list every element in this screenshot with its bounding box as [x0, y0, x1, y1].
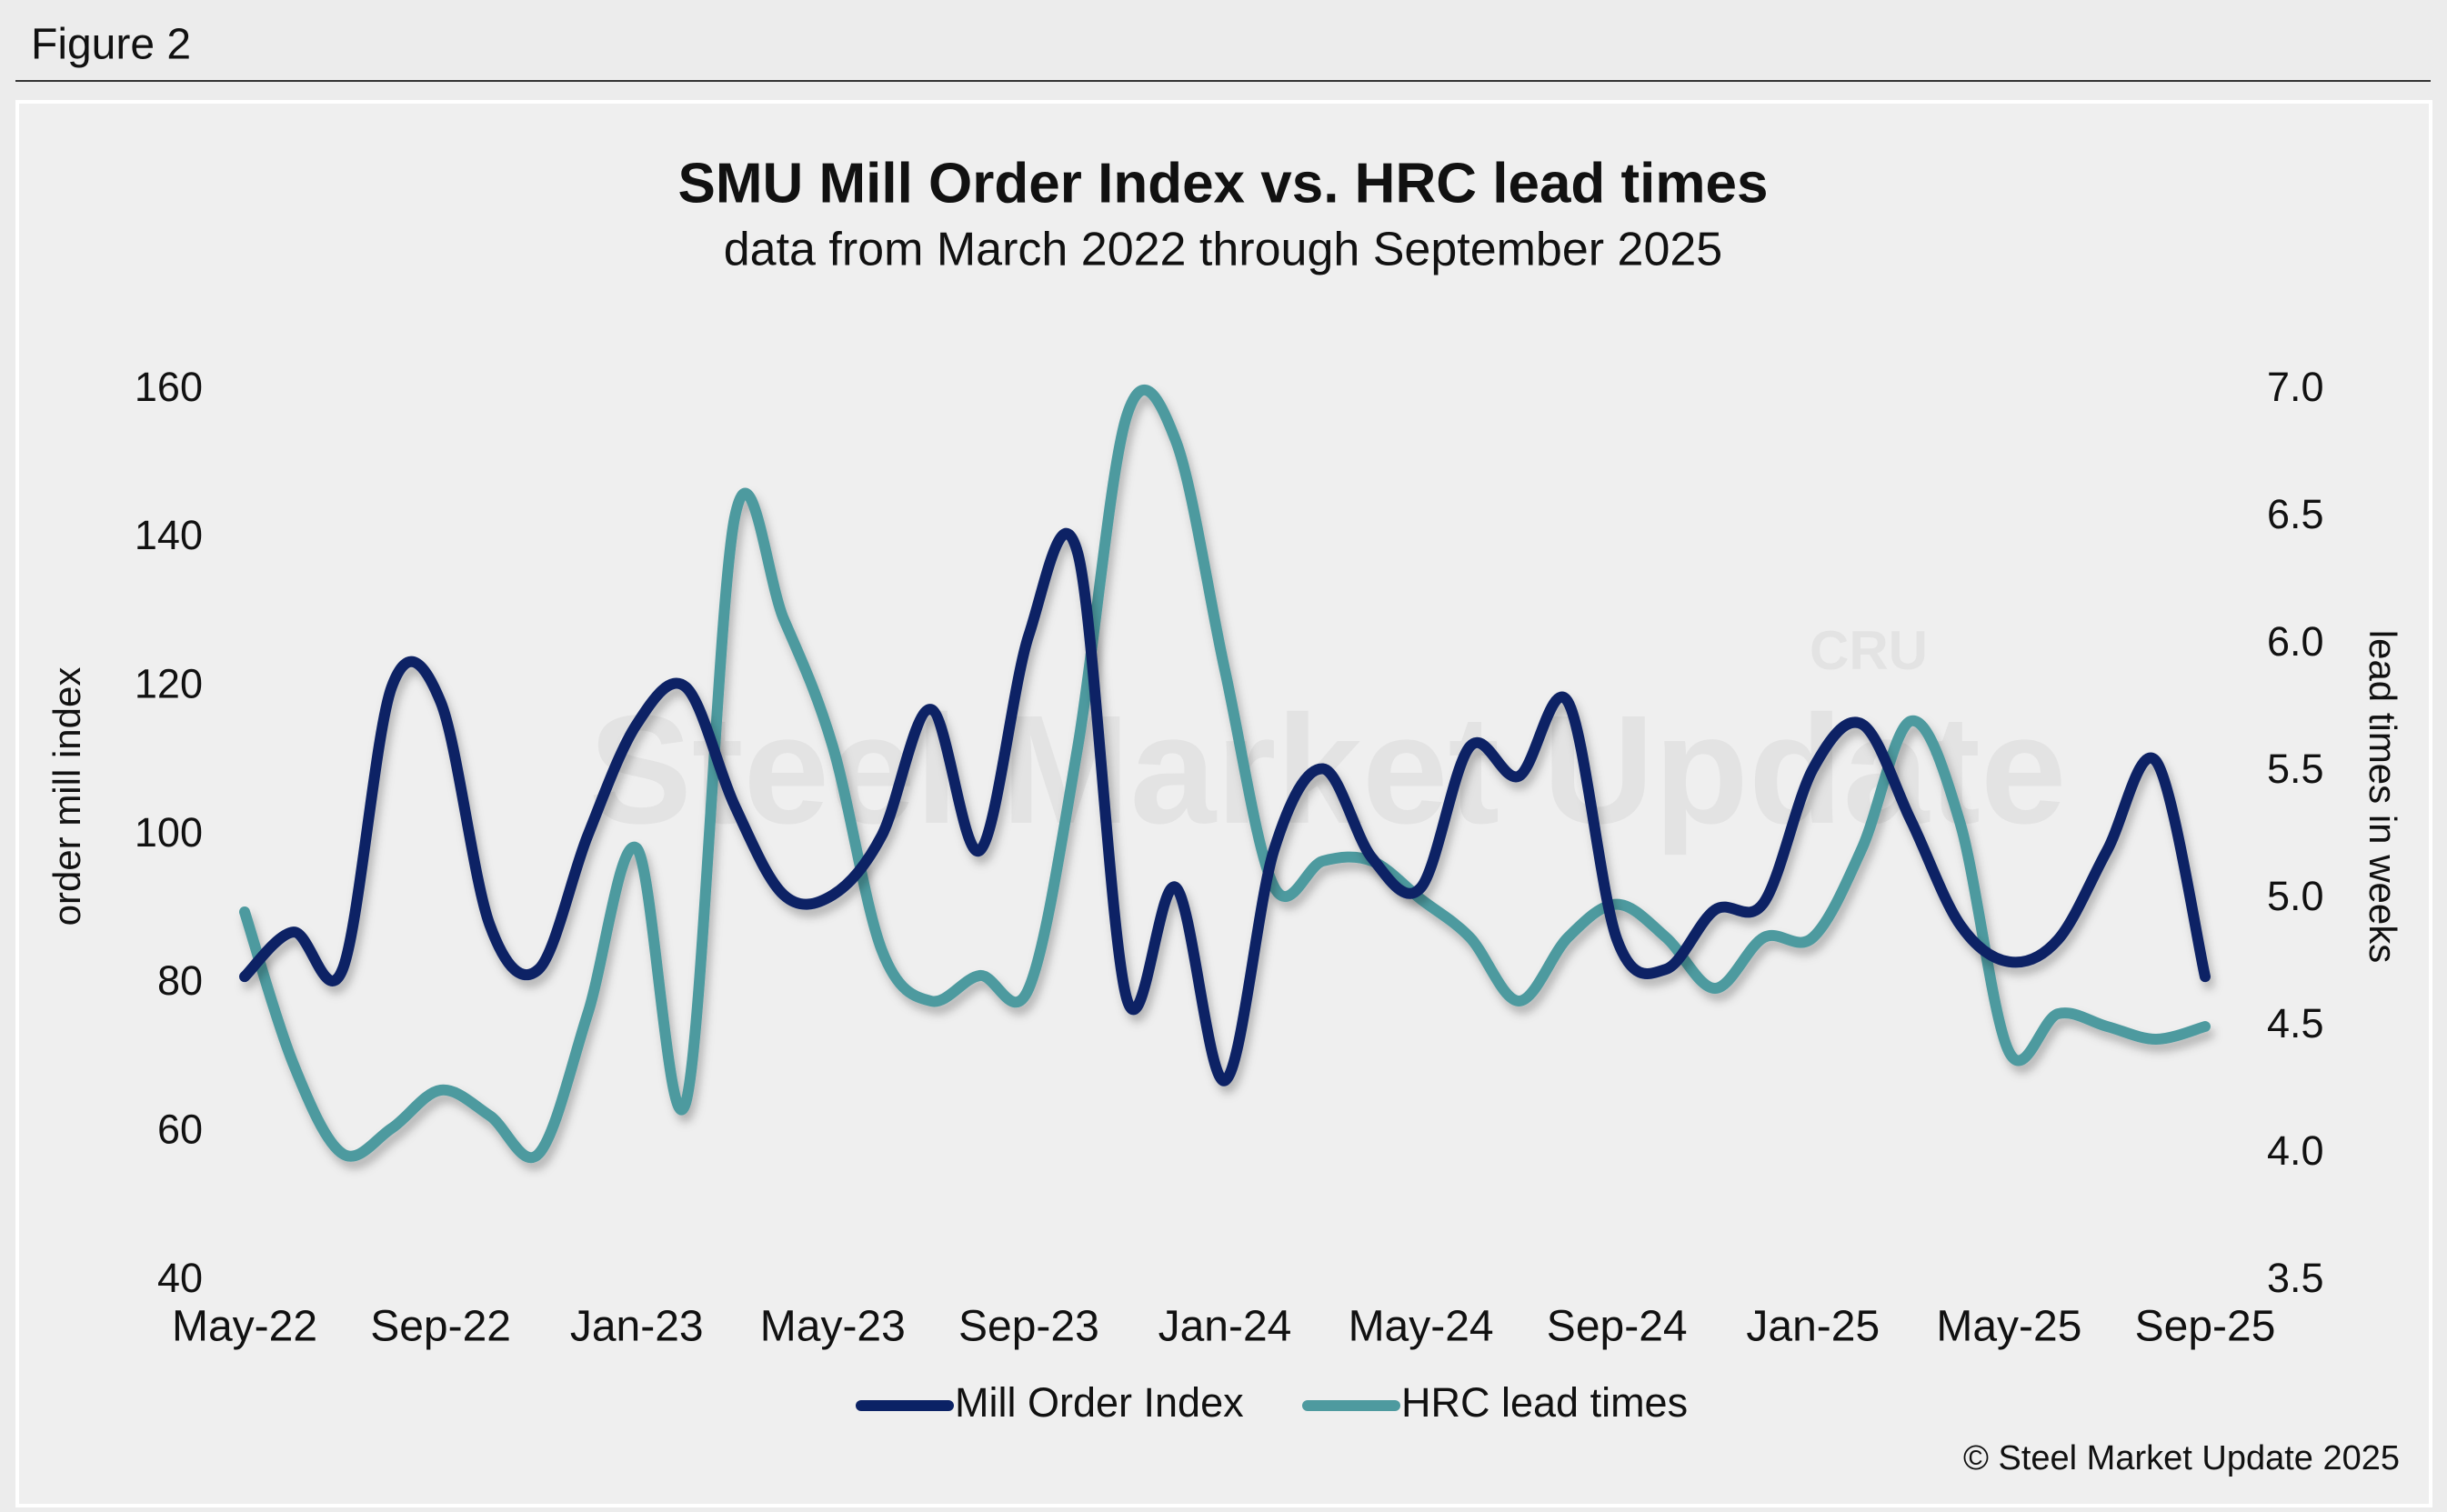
x-tick-label: Sep-25 [2135, 1303, 2276, 1351]
y-tick-label: 40 [157, 1255, 203, 1301]
chart-title: SMU Mill Order Index vs. HRC lead times [678, 152, 1769, 215]
legend-label: HRC lead times [1401, 1379, 1688, 1426]
x-tick-label: Jan-23 [570, 1303, 704, 1351]
y-axis-label: order mill index [45, 667, 88, 926]
x-tick-label: May-24 [1349, 1303, 1494, 1351]
y2-tick-label: 3.5 [2267, 1255, 2324, 1301]
series-line [239, 527, 2211, 1086]
x-tick-label: May-23 [760, 1303, 906, 1351]
y2-tick-label: 5.5 [2267, 746, 2324, 792]
y2-tick-label: 6.5 [2267, 491, 2324, 537]
y2-tick-label: 6.0 [2267, 618, 2324, 665]
y2-tick-label: 4.5 [2267, 1000, 2324, 1046]
y-tick-label: 160 [135, 364, 203, 410]
x-tick-label: May-22 [172, 1303, 317, 1351]
x-tick-label: Sep-23 [958, 1303, 1099, 1351]
x-tick-label: Jan-25 [1746, 1303, 1880, 1351]
y-tick-label: 140 [135, 512, 203, 558]
x-tick-label: Sep-24 [1547, 1303, 1688, 1351]
y2-tick-label: 5.0 [2267, 873, 2324, 919]
y2-axis-label: lead times in weeks [2362, 630, 2404, 964]
y2-tick-label: 4.0 [2267, 1127, 2324, 1174]
x-tick-label: Sep-22 [370, 1303, 511, 1351]
y2-tick-label: 7.0 [2267, 364, 2324, 410]
y-tick-label: 60 [157, 1106, 203, 1153]
panel [15, 100, 2432, 1507]
chart-subtitle: data from March 2022 through September 2… [724, 224, 1722, 276]
y-tick-label: 80 [157, 957, 203, 1004]
x-tick-label: May-25 [1936, 1303, 2081, 1351]
x-tick-label: Jan-24 [1158, 1303, 1292, 1351]
y-tick-label: 120 [135, 661, 203, 707]
source: © Steel Market Update 2025 [1963, 1439, 2400, 1477]
watermark-logo: CRU [1810, 620, 1928, 681]
y-tick-label: 100 [135, 809, 203, 856]
legend-label: Mill Order Index [955, 1379, 1244, 1426]
figure-label: Figure 2 [31, 21, 191, 69]
series-line [239, 385, 2211, 1163]
